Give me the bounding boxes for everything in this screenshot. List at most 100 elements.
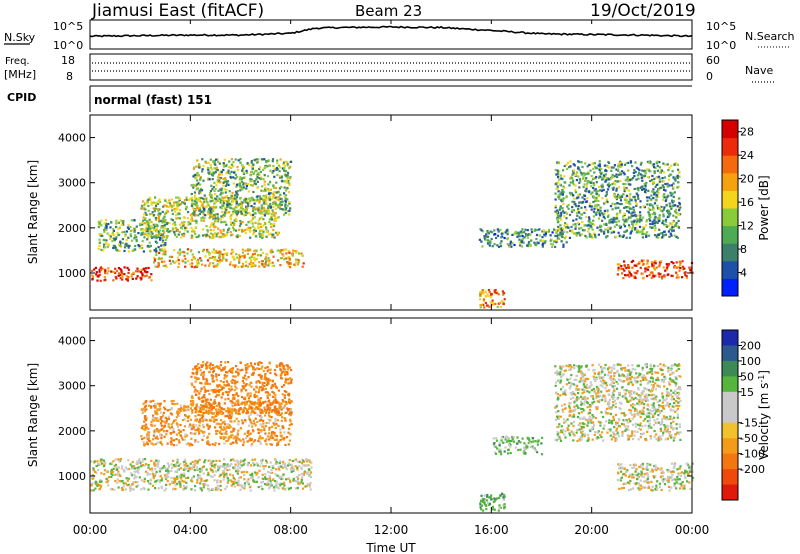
data-cell — [222, 165, 226, 168]
data-cell — [289, 160, 292, 163]
data-cell — [184, 257, 187, 260]
data-cell — [486, 231, 489, 234]
data-cell — [624, 197, 627, 200]
data-cell — [658, 219, 661, 223]
data-cell — [275, 181, 278, 184]
data-cell — [183, 199, 186, 202]
data-cell — [212, 217, 215, 220]
data-cell — [639, 211, 642, 214]
data-cell — [174, 214, 178, 217]
data-cell — [249, 464, 253, 467]
data-cell — [662, 208, 665, 211]
data-cell — [164, 476, 167, 479]
data-cell — [581, 177, 585, 180]
data-cell — [599, 224, 602, 227]
data-cell — [195, 466, 198, 469]
data-cell — [505, 229, 508, 232]
data-cell — [597, 194, 600, 197]
data-cell — [240, 403, 244, 406]
data-cell — [197, 199, 201, 203]
data-cell — [614, 206, 617, 209]
data-cell — [225, 485, 228, 488]
data-cell — [212, 229, 215, 232]
data-cell — [575, 205, 578, 208]
data-cell — [520, 232, 523, 235]
data-cell — [182, 223, 185, 226]
data-cell — [190, 428, 193, 431]
data-cell — [551, 243, 554, 246]
data-region — [90, 457, 313, 492]
data-cell — [297, 482, 300, 485]
data-cell — [288, 488, 291, 491]
data-cell — [150, 231, 153, 234]
data-cell — [656, 221, 659, 224]
data-cell — [665, 268, 668, 271]
data-cell — [244, 211, 247, 214]
data-cell — [117, 466, 120, 469]
data-cell — [296, 480, 299, 483]
data-cell — [297, 258, 300, 261]
data-cell — [261, 260, 264, 263]
data-cell — [240, 484, 244, 487]
data-cell — [614, 203, 617, 206]
data-cell — [194, 203, 197, 206]
data-cell — [284, 419, 287, 422]
data-cell — [99, 266, 103, 269]
data-cell — [215, 459, 218, 462]
data-cell — [96, 481, 99, 484]
data-cell — [246, 480, 249, 483]
data-cell — [245, 402, 248, 405]
data-cell — [526, 229, 529, 232]
data-cell — [617, 173, 621, 176]
data-cell — [144, 404, 147, 407]
data-cell — [224, 427, 227, 430]
data-cell — [256, 186, 259, 189]
data-cell — [174, 484, 177, 487]
data-cell — [153, 249, 156, 252]
data-cell — [172, 421, 175, 424]
data-cell — [216, 158, 219, 161]
data-cell — [228, 424, 231, 427]
data-cell — [206, 249, 209, 252]
data-cell — [271, 160, 274, 163]
data-cell — [114, 267, 117, 270]
data-cell — [154, 403, 157, 406]
data-cell — [230, 234, 233, 237]
data-cell — [194, 200, 197, 203]
data-cell — [214, 488, 217, 491]
data-cell — [213, 226, 216, 229]
data-cell — [602, 178, 605, 181]
data-cell — [231, 210, 235, 214]
data-cell — [684, 273, 687, 276]
data-cell — [195, 403, 198, 406]
data-cell — [218, 173, 221, 176]
data-cell — [107, 267, 110, 270]
data-cell — [195, 176, 198, 179]
data-cell — [611, 202, 614, 205]
data-cell — [274, 217, 277, 220]
data-cell — [563, 237, 566, 240]
data-cell — [497, 245, 501, 248]
data-cell — [203, 194, 206, 197]
data-cell — [266, 165, 269, 168]
data-cell — [635, 221, 638, 224]
data-cell — [175, 217, 178, 220]
data-cell — [267, 432, 270, 435]
data-cell — [158, 403, 161, 406]
data-cell — [526, 236, 529, 239]
data-cell — [154, 417, 157, 420]
data-cell — [305, 484, 308, 488]
data-cell — [143, 488, 146, 491]
data-cell — [152, 474, 155, 477]
data-cell — [223, 462, 226, 466]
data-cell — [612, 218, 615, 221]
data-cell — [112, 229, 115, 232]
data-cell — [250, 265, 253, 268]
data-cell — [156, 437, 160, 440]
data-cell — [162, 250, 166, 253]
data-cell — [144, 408, 147, 411]
data-cell — [284, 189, 288, 192]
data-cell — [497, 230, 500, 233]
data-cell — [239, 255, 242, 259]
data-cell — [253, 458, 257, 461]
